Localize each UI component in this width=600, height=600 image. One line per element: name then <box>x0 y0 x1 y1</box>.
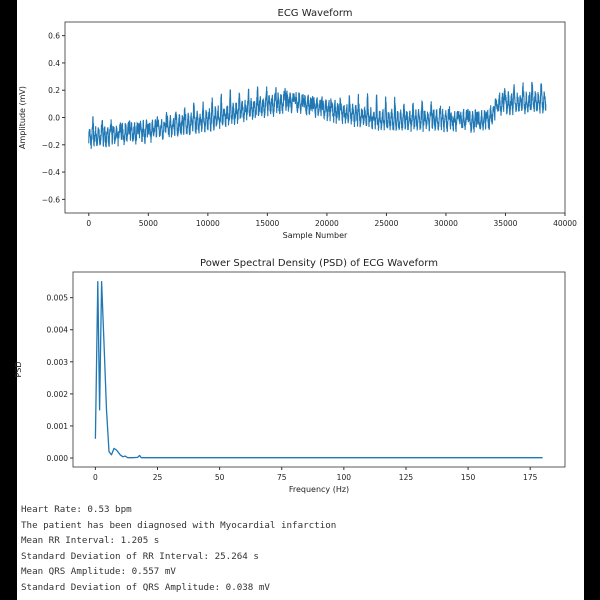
ecg-xtick-label: 25000 <box>374 219 398 228</box>
ecg-xtick-label: 35000 <box>494 219 518 228</box>
charts: ECG Waveform 0 5000 10000 15000 20000 25000 300… <box>14 8 577 494</box>
ecg-xtick-label: 30000 <box>434 219 458 228</box>
psd-ytick-label: 0.004 <box>47 326 69 335</box>
psd-xtick-label: 150 <box>461 473 476 482</box>
ecg-ytick-label: 0.4 <box>48 59 60 68</box>
psd-ytick-label: 0.002 <box>47 390 69 399</box>
std-qrs-text: Standard Deviation of QRS Amplitude: 0.0… <box>21 581 270 593</box>
ecg-ylabel: Amplitude (mV) <box>18 86 27 149</box>
psd-xlabel: Frequency (Hz) <box>289 485 349 494</box>
psd-ytick-label: 0.003 <box>47 358 69 367</box>
ecg-title: ECG Waveform <box>278 8 353 19</box>
ecg-ytick-label: 0.0 <box>48 114 60 123</box>
diagnosis-text: The patient has been diagnosed with Myoc… <box>21 519 337 531</box>
psd-title: Power Spectral Density (PSD) of ECG Wave… <box>200 258 438 269</box>
ecg-xtick-label: 10000 <box>196 219 220 228</box>
ecg-xtick-label: 40000 <box>553 219 577 228</box>
ecg-axes-frame <box>64 21 566 214</box>
ecg-ytick-label: −0.2 <box>42 141 60 150</box>
psd-line <box>94 280 543 459</box>
psd-xtick-label: 100 <box>337 473 352 482</box>
psd-ytick-label: 0.005 <box>47 294 69 303</box>
ecg-xtick-label: 0 <box>86 219 91 228</box>
output-sheet <box>17 0 584 600</box>
std-rr-text: Standard Deviation of RR Interval: 25.26… <box>21 550 259 562</box>
psd-xtick-label: 175 <box>523 473 538 482</box>
psd-xtick-label: 50 <box>215 473 225 482</box>
psd-xtick-label: 75 <box>277 473 287 482</box>
heart-rate-text: Heart Rate: 0.53 bpm <box>21 504 132 515</box>
psd-ylabel: PSD <box>14 361 23 377</box>
psd-ytick-label: 0.001 <box>47 422 69 431</box>
ecg-xtick-label: 15000 <box>255 219 279 228</box>
ecg-ytick-label: −0.4 <box>42 168 60 177</box>
ecg-ytick-label: −0.6 <box>42 195 60 204</box>
mean-rr-text: Mean RR Interval: 1.205 s <box>21 535 160 547</box>
mean-qrs-text: Mean QRS Amplitude: 0.557 mV <box>21 566 176 578</box>
ecg-ytick-label: 0.2 <box>48 86 60 95</box>
ecg-ytick-label: 0.6 <box>48 32 60 41</box>
psd-xtick-label: 125 <box>399 473 414 482</box>
psd-ytick-label: 0.000 <box>47 454 69 463</box>
ecg-xtick-label: 5000 <box>139 219 158 228</box>
psd-xtick-label: 0 <box>93 473 98 482</box>
psd-axes-frame <box>72 271 566 468</box>
ecg-xtick-label: 20000 <box>315 219 339 228</box>
psd-xtick-label: 25 <box>153 473 163 482</box>
stats-output: Heart Rate: 0.53 bpm The patient has bee… <box>21 502 336 596</box>
ecg-xlabel: Sample Number <box>283 231 348 240</box>
ecg-line <box>88 81 547 149</box>
